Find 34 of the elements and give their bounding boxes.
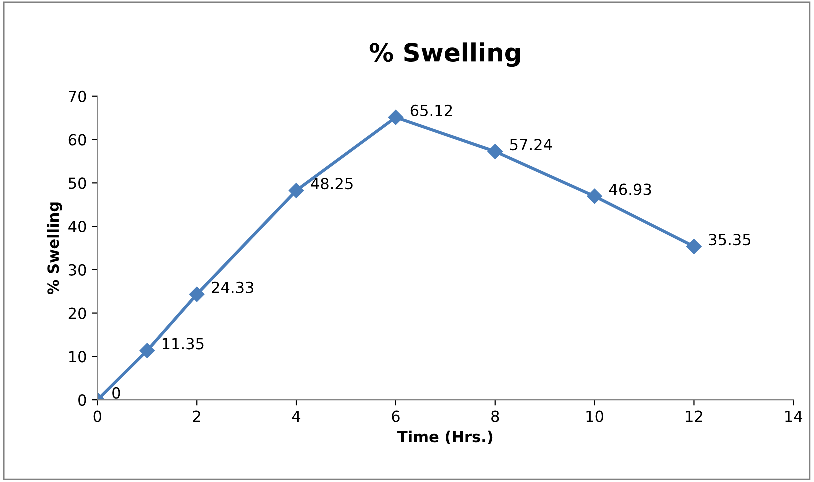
data-label: 35.35 bbox=[709, 234, 751, 246]
x-tick-label: 14 bbox=[786, 410, 803, 422]
x-tick-label: 6 bbox=[392, 410, 400, 422]
point bbox=[587, 188, 602, 204]
data-label: 65.12 bbox=[410, 104, 452, 116]
point bbox=[190, 286, 205, 302]
data-label: 48.25 bbox=[311, 178, 353, 190]
point bbox=[140, 343, 155, 358]
point bbox=[686, 239, 702, 254]
y-tick-label: 40 bbox=[68, 221, 86, 233]
point bbox=[288, 183, 304, 198]
y-tick-label: 10 bbox=[70, 351, 86, 363]
x-tick-label: 12 bbox=[686, 410, 702, 422]
y-tick-label: 60 bbox=[68, 134, 86, 146]
point bbox=[388, 110, 404, 126]
y-tick-label: 50 bbox=[69, 178, 86, 190]
x-tick-label: 4 bbox=[292, 410, 301, 422]
x-tick-label: 0 bbox=[94, 410, 102, 422]
data-label: 57.24 bbox=[510, 139, 552, 151]
y-tick-label: 20 bbox=[68, 308, 86, 320]
y-tick-label: 0 bbox=[78, 394, 86, 406]
y-tick-label: 70 bbox=[69, 90, 86, 102]
x-tick-label: 2 bbox=[193, 410, 200, 422]
data-label: 11.35 bbox=[162, 338, 204, 350]
chart-title: % Swelling bbox=[370, 42, 520, 68]
y-axis-title: % Swelling bbox=[47, 202, 62, 295]
x-tick-label: 10 bbox=[586, 410, 604, 422]
x-axis-title: Time (Hrs.) bbox=[398, 430, 493, 444]
data-label: 24.33 bbox=[212, 282, 254, 294]
point bbox=[488, 144, 503, 160]
x-tick-label: 8 bbox=[492, 410, 500, 422]
y-tick-label: 30 bbox=[68, 264, 86, 276]
data-label: 0 bbox=[112, 387, 120, 399]
data-label: 46.93 bbox=[609, 184, 652, 196]
